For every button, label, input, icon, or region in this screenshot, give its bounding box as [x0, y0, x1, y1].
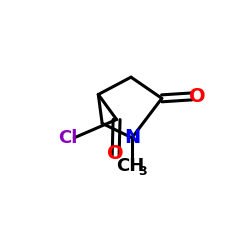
Text: CH: CH: [116, 157, 144, 175]
Text: Cl: Cl: [58, 129, 77, 147]
Text: O: O: [107, 144, 124, 163]
Text: O: O: [189, 87, 206, 106]
Text: N: N: [124, 128, 140, 147]
Text: 3: 3: [138, 164, 147, 177]
